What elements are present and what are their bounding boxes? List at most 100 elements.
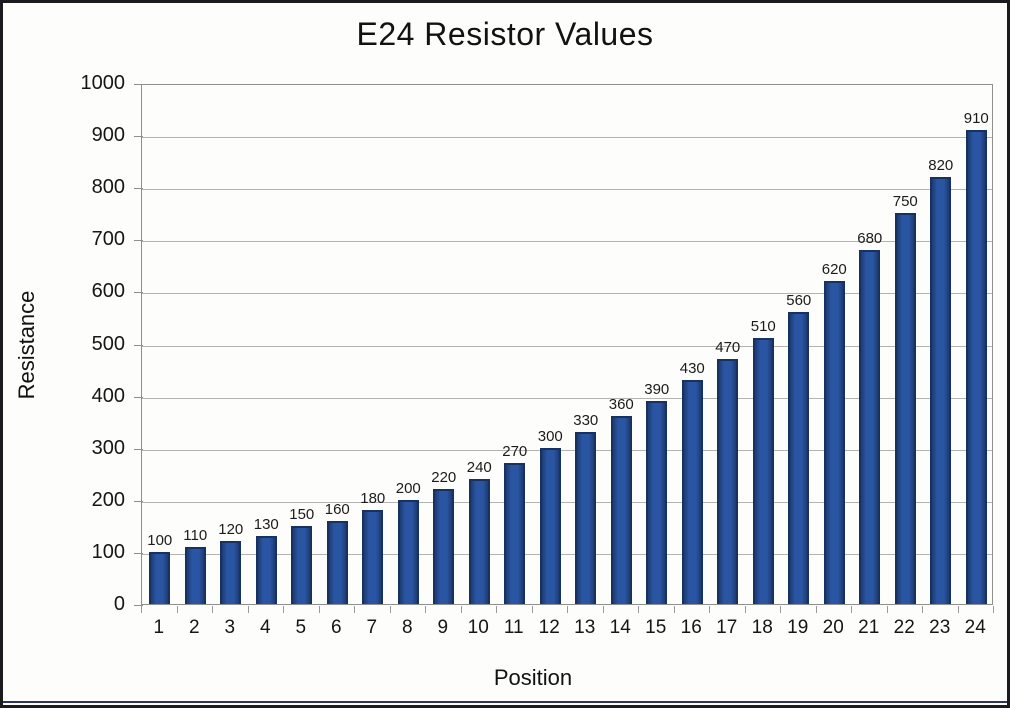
y-tick-label: 700: [91, 228, 125, 251]
y-tick-label: 500: [91, 332, 125, 355]
bar: [646, 400, 668, 604]
bar-value-label: 240: [466, 458, 492, 476]
bar-value-label: 390: [644, 380, 670, 398]
bar-value-label: 910: [963, 109, 989, 127]
y-tick-label: 800: [91, 176, 125, 199]
x-tick-mark: [567, 606, 568, 613]
x-tick-label: 6: [330, 617, 342, 638]
bar: [965, 129, 987, 604]
bar: [468, 478, 490, 604]
x-tick-label: 21: [858, 617, 880, 638]
bar: [717, 359, 739, 604]
x-tick-label: 3: [224, 617, 236, 638]
x-tick-label: 13: [574, 617, 596, 638]
y-tick-mark: [134, 500, 143, 502]
bottom-divider-line: [3, 701, 1007, 703]
bar: [752, 338, 774, 604]
bar-value-label: 100: [147, 531, 173, 549]
bar: [149, 551, 171, 604]
x-tick-mark: [354, 606, 355, 613]
x-tick-label: 4: [259, 617, 271, 638]
bar-value-label: 130: [253, 516, 279, 534]
x-tick-mark: [318, 606, 320, 613]
bar: [397, 499, 419, 604]
bar: [433, 489, 455, 604]
x-tick-mark: [283, 606, 284, 613]
bar-value-label: 620: [821, 260, 847, 278]
bar-value-label: 220: [431, 469, 457, 487]
x-tick-mark: [425, 606, 426, 613]
bar: [681, 379, 703, 604]
plot-area: 100 110 120 130 150 160 180 200 220 240 270 300 330 3…: [141, 84, 993, 605]
gridline: [142, 293, 992, 295]
bar-value-label: 330: [573, 412, 599, 430]
y-tick-mark: [134, 448, 143, 450]
y-tick-mark: [134, 84, 143, 85]
x-tick-mark: [815, 606, 817, 613]
gridline: [142, 501, 992, 503]
bar: [184, 546, 206, 604]
x-tick-label: 9: [437, 617, 449, 638]
bar-value-label: 470: [715, 339, 741, 357]
bar-value-label: 120: [218, 521, 244, 539]
bar: [575, 432, 597, 604]
x-tick-label: 10: [467, 617, 489, 638]
bar: [362, 510, 384, 604]
x-tick-mark: [709, 606, 710, 613]
x-tick-mark: [780, 606, 781, 613]
bar: [610, 416, 632, 604]
y-tick-label: 400: [91, 384, 125, 407]
y-tick-label: 900: [91, 124, 125, 147]
bar: [539, 447, 561, 604]
bar-value-label: 300: [537, 427, 563, 445]
bar-value-label: 820: [928, 156, 954, 174]
bar: [326, 520, 348, 604]
x-tick-label: 14: [609, 617, 631, 638]
x-tick-label: 17: [716, 617, 738, 638]
gridline: [142, 241, 992, 243]
x-tick-label: 12: [538, 617, 560, 638]
y-tick-label: 100: [91, 540, 125, 563]
bar-value-label: 680: [857, 229, 883, 247]
x-tick-mark: [247, 606, 249, 613]
bar-value-label: 110: [183, 526, 208, 544]
y-tick-label: 200: [91, 488, 125, 511]
x-tick-mark: [851, 606, 852, 613]
chart-title: E24 Resistor Values: [356, 16, 654, 52]
x-tick-mark: [602, 606, 604, 613]
x-tick-label: 8: [401, 617, 413, 638]
gridline: [142, 553, 992, 555]
bar-value-label: 200: [395, 479, 421, 497]
y-tick-label: 0: [113, 593, 125, 615]
x-tick-label: 22: [893, 617, 915, 638]
bar: [220, 541, 242, 604]
gridline: [142, 345, 992, 347]
y-tick-mark: [134, 344, 143, 346]
x-tick-label: 20: [822, 617, 844, 638]
x-tick-mark: [176, 606, 178, 613]
bar: [859, 249, 881, 604]
bar-value-label: 360: [608, 396, 634, 414]
y-tick-label: 300: [91, 436, 125, 459]
bar: [291, 525, 313, 604]
x-tick-label: 11: [503, 617, 524, 638]
x-tick-mark: [744, 606, 746, 613]
gridline: [142, 449, 992, 451]
bar-value-label: 750: [892, 193, 918, 211]
x-tick-mark: [638, 606, 639, 613]
x-axis-title: Position: [493, 665, 573, 690]
x-tick-label: 24: [964, 617, 986, 638]
x-tick-mark: [389, 606, 391, 613]
bar: [894, 213, 916, 604]
bar-value-label: 270: [502, 443, 528, 461]
y-tick-mark: [134, 396, 143, 398]
y-tick-mark: [134, 292, 143, 294]
bar-value-label: 180: [360, 490, 386, 508]
x-tick-label: 23: [929, 617, 951, 638]
bar-value-label: 560: [786, 292, 812, 310]
bar-value-label: 160: [324, 500, 350, 518]
bar: [788, 312, 810, 604]
x-tick-mark: [886, 606, 888, 613]
bar: [930, 176, 952, 604]
